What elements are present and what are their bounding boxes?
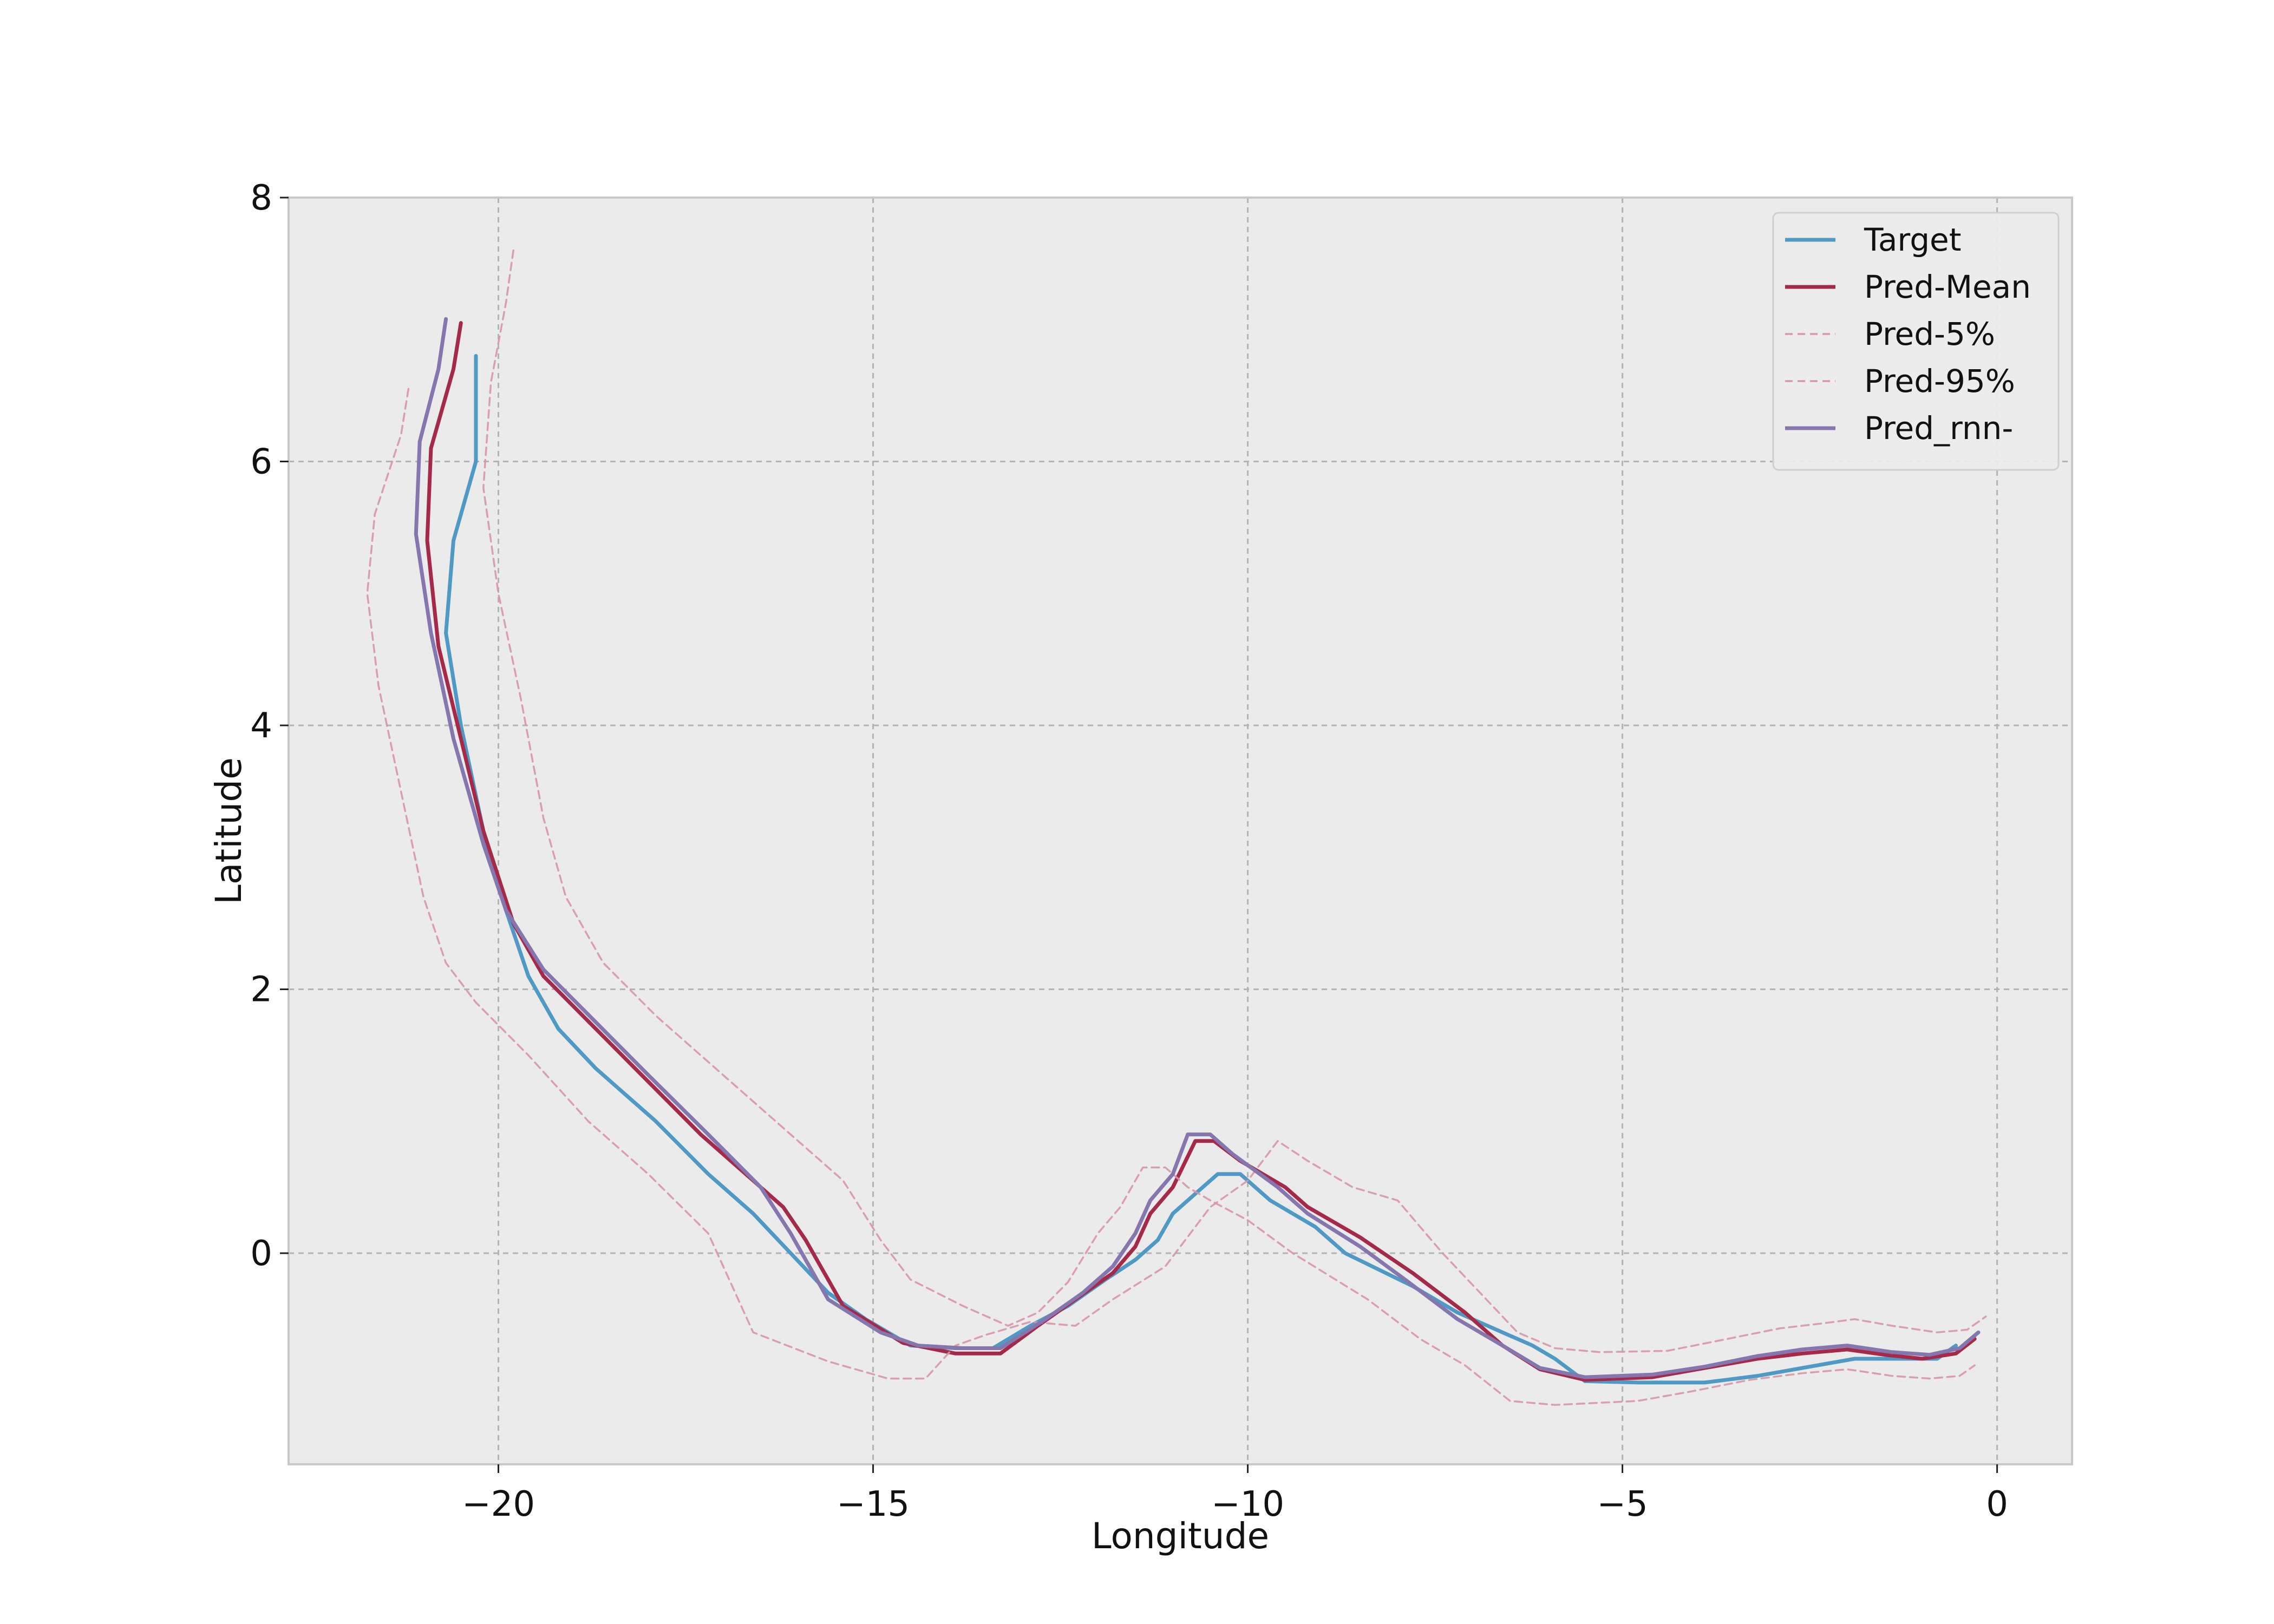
series-line-target — [444, 354, 1958, 1385]
legend-box — [1772, 212, 2060, 471]
series-line-pred-5 — [366, 388, 1987, 1380]
y-tick-label: 6 — [250, 442, 272, 482]
legend-label: Pred-95% — [1864, 363, 2015, 400]
legend-label: Pred_rnn- — [1864, 410, 2013, 447]
y-tick-label: 4 — [250, 706, 272, 746]
legend-entry: Pred-95% — [1785, 363, 2015, 400]
x-tick-label: −20 — [462, 1484, 535, 1524]
legend: Target Pred-Mean Pred-5% Pred-95% Pred_rnn- — [1772, 212, 2060, 471]
y-tick-label: 0 — [250, 1234, 272, 1274]
legend-label: Pred-5% — [1864, 316, 1995, 352]
series-line-pred-rnn — [414, 317, 1981, 1379]
ticks — [280, 197, 1998, 1473]
x-axis-label: Longitude — [1092, 1515, 1269, 1557]
y-tick-label: 2 — [250, 970, 272, 1010]
y-axis-label: Latitude — [208, 757, 250, 905]
y-tick-labels: 0 2 4 6 8 — [250, 178, 272, 1274]
plot-frame — [287, 197, 2073, 1465]
legend-entries: Target Pred-Mean Pred-5% Pred-95% Pred_rnn- — [1785, 221, 2031, 447]
x-tick-label: −5 — [1597, 1484, 1648, 1524]
legend-label: Target — [1864, 221, 1961, 258]
legend-entry: Target — [1785, 221, 1961, 258]
series-line-pred-95 — [482, 249, 1976, 1406]
x-tick-label: 0 — [1986, 1484, 2008, 1524]
legend-entry: Pred-Mean — [1785, 269, 2031, 305]
legend-entry: Pred-5% — [1785, 316, 1995, 352]
legend-label: Pred-Mean — [1864, 269, 2031, 305]
x-tick-label: −15 — [837, 1484, 910, 1524]
x-tick-labels: −20 −15 −10 −5 0 — [462, 1484, 2008, 1524]
legend-entry: Pred_rnn- — [1785, 410, 2013, 447]
y-tick-label: 8 — [250, 178, 272, 218]
series-lines — [366, 249, 1987, 1406]
x-tick-label: −10 — [1211, 1484, 1284, 1524]
